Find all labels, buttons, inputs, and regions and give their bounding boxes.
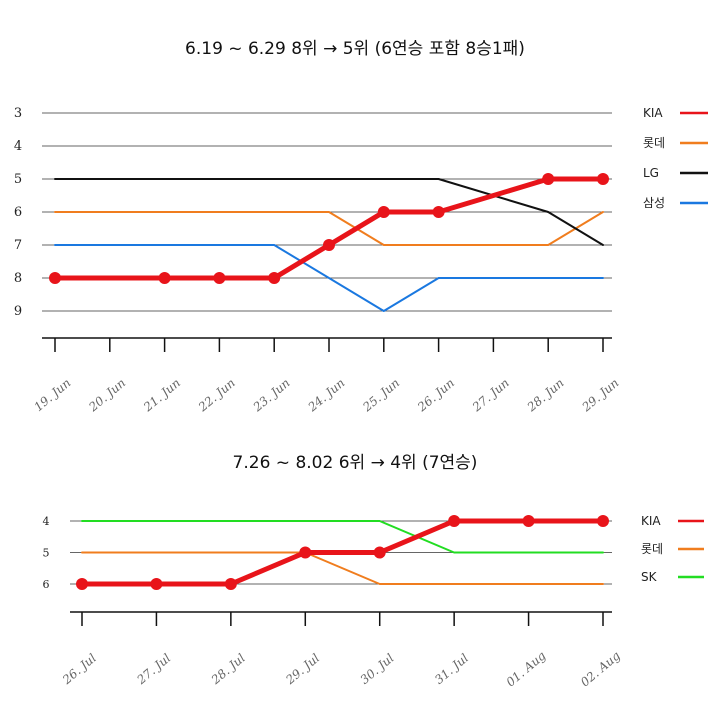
series-point-KIA (377, 206, 390, 218)
chart-1: 6.19 ~ 6.29 8위 → 5위 (6연승 포함 8승1패) 3 4 5 6 7 8 9… (14, 39, 708, 415)
legend-label-롯데: 롯데 (643, 136, 665, 150)
x-tick-label: 19. Jun (31, 376, 73, 414)
x-tick-label: 28. Jun (524, 376, 567, 415)
y-tick-label: 6 (14, 205, 22, 220)
y-tick-label: 3 (14, 106, 22, 121)
series-line-롯데 (81, 551, 604, 585)
legend-label-삼성: 삼성 (643, 196, 665, 210)
series-point-KIA (213, 272, 226, 284)
x-tick-label: 25. Jun (359, 376, 402, 415)
x-tick-label: 20. Jun (85, 376, 128, 415)
series-point-KIA (323, 239, 335, 251)
x-tick-label: 29. Jun (579, 376, 622, 415)
y-tick-label: 5 (43, 547, 50, 560)
legend-label-LG: LG (643, 166, 659, 180)
x-tick-label: 26. Jun (414, 376, 457, 415)
x-tick-label: 26. Jul (59, 651, 99, 688)
legend-label-KIA: KIA (643, 106, 663, 120)
x-tick-label: 28. Jul (208, 651, 248, 688)
series-point-KIA (150, 578, 163, 590)
series-point-KIA (597, 173, 609, 185)
legend-label-SK: SK (641, 570, 658, 584)
series-point-KIA (542, 173, 555, 185)
x-tick-label: 21. Jun (140, 376, 183, 415)
series-line-롯데 (54, 211, 604, 246)
series-point-KIA (158, 272, 171, 284)
y-tick-label: 4 (14, 139, 22, 154)
x-tick-label: 27. Jul (134, 651, 174, 688)
x-tick-label: 22. Jun (195, 376, 238, 415)
y-tick-label: 8 (14, 271, 22, 286)
x-tick-label: 31. Jul (432, 651, 471, 687)
x-tick-label: 24. Jun (305, 376, 348, 415)
series-point-KIA (268, 272, 281, 284)
chart-title: 7.26 ~ 8.02 6위 → 4위 (7연승) (233, 453, 478, 473)
y-tick-label: 4 (43, 515, 50, 528)
series-point-KIA (224, 578, 237, 590)
series-line-SK (81, 520, 604, 554)
x-tick-label: 30. Jul (358, 651, 397, 687)
series-line-KIA (79, 518, 606, 587)
series-line-KIA (52, 176, 606, 281)
legend-label-롯데: 롯데 (641, 542, 663, 556)
series-point-KIA (522, 515, 535, 527)
x-tick-label: 23. Jun (250, 376, 293, 415)
series-line-삼성 (54, 244, 604, 312)
x-tick-label: 27. Jun (469, 376, 512, 415)
series-point-KIA (432, 206, 445, 218)
series-point-KIA (448, 515, 461, 527)
x-tick-label: 01. Aug (504, 648, 549, 689)
y-tick-label: 7 (14, 238, 22, 253)
series-point-KIA (299, 546, 312, 559)
series-point-KIA (597, 515, 609, 527)
x-tick-label: 02. Aug (578, 648, 623, 689)
chart-title: 6.19 ~ 6.29 8위 → 5위 (6연승 포함 8승1패) (185, 39, 525, 59)
y-tick-label: 9 (14, 304, 22, 319)
series-point-KIA (49, 272, 61, 284)
x-tick-label: 29. Jul (282, 651, 322, 688)
series-point-KIA (76, 578, 88, 590)
chart-2: 7.26 ~ 8.02 6위 → 4위 (7연승) 4 5 6 26. Jul 27. J… (43, 453, 704, 689)
legend-label-KIA: KIA (641, 514, 661, 528)
series-point-KIA (373, 546, 386, 559)
y-tick-label: 5 (14, 172, 22, 187)
y-tick-label: 6 (43, 578, 50, 591)
